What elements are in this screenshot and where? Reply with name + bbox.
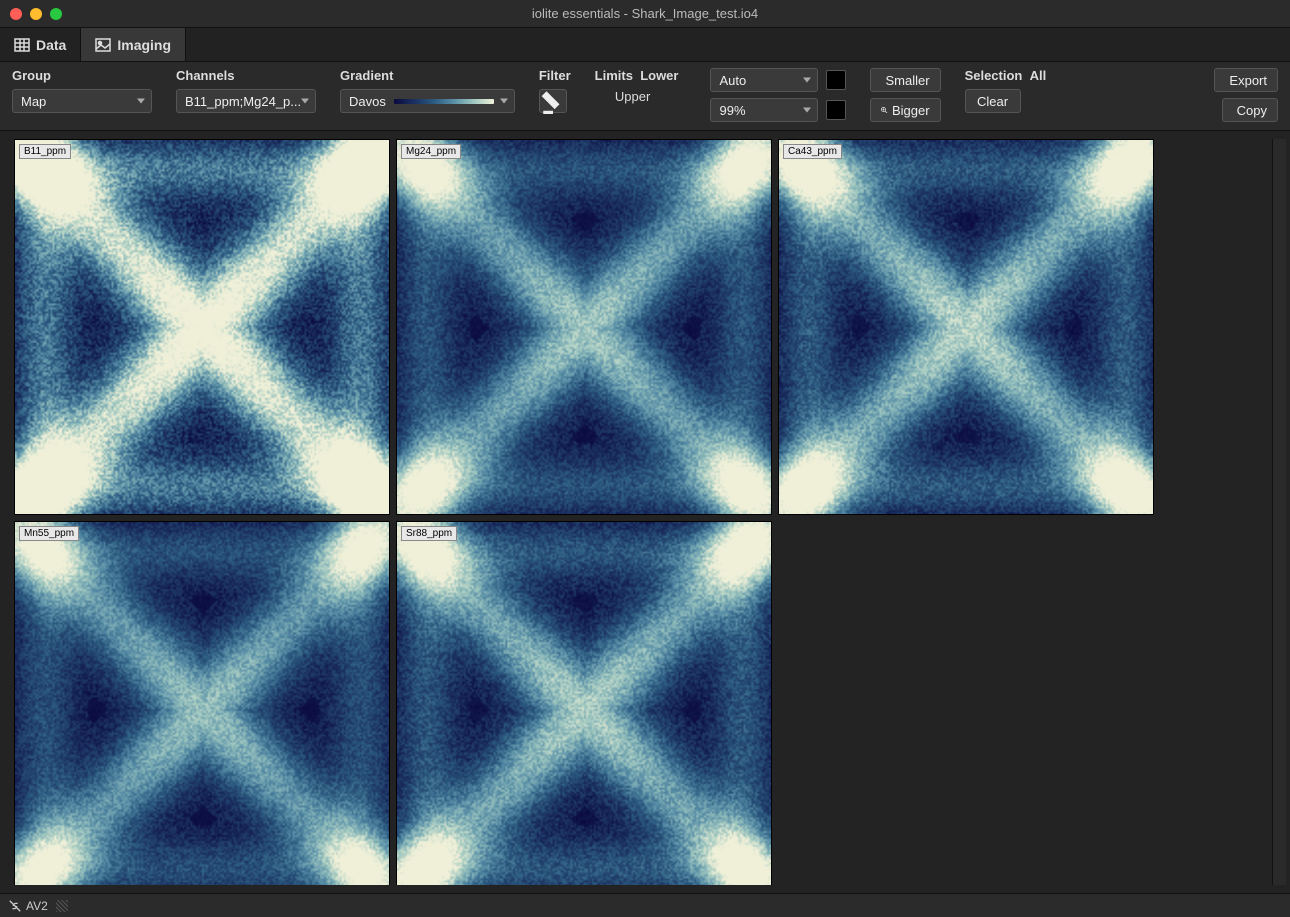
upper-swatch[interactable] xyxy=(826,100,846,120)
channels-select[interactable]: B11_ppm;Mg24_p... xyxy=(176,89,316,113)
element-map xyxy=(397,522,771,885)
group-label: Group xyxy=(12,68,152,83)
tab-imaging[interactable]: Imaging xyxy=(81,28,186,61)
tab-data[interactable]: Data xyxy=(0,28,81,61)
clear-button[interactable]: Clear xyxy=(965,89,1021,113)
panel-label: B11_ppm xyxy=(19,144,71,159)
zoom-in-icon xyxy=(881,107,888,114)
export-label: Export xyxy=(1229,73,1267,88)
filter-button[interactable] xyxy=(539,89,567,113)
image-icon xyxy=(95,37,111,53)
upper-select[interactable]: 99% xyxy=(710,98,818,122)
filter-col: Filter xyxy=(539,68,571,113)
limits-label: Limits Lower xyxy=(595,68,679,83)
image-panel[interactable]: B11_ppm xyxy=(14,139,390,515)
titlebar: iolite essentials - Shark_Image_test.io4 xyxy=(0,0,1290,28)
image-grid: B11_ppm Mg24_ppm Ca43_ppm Mn55_ppm Sr88_ppm xyxy=(14,139,1272,885)
lower-value: Auto xyxy=(719,73,746,88)
main-area: B11_ppm Mg24_ppm Ca43_ppm Mn55_ppm Sr88_ppm xyxy=(0,131,1290,893)
fullscreen-window[interactable] xyxy=(50,8,62,20)
panel-label: Sr88_ppm xyxy=(401,526,457,541)
element-map xyxy=(779,140,1153,514)
status-bar: AV2 xyxy=(0,893,1290,917)
gradient-preview xyxy=(394,99,494,104)
image-panel[interactable]: Mg24_ppm xyxy=(396,139,772,515)
panel-label: Mn55_ppm xyxy=(19,526,79,541)
clear-label: Clear xyxy=(977,94,1008,109)
channels-col: Channels B11_ppm;Mg24_p... xyxy=(176,68,316,113)
panel-label: Ca43_ppm xyxy=(783,144,842,159)
image-panel[interactable]: Mn55_ppm xyxy=(14,521,390,885)
gradient-col: Gradient Davos xyxy=(340,68,515,113)
paint-icon xyxy=(540,88,566,114)
selection-label: Selection All xyxy=(965,68,1047,83)
window-title: iolite essentials - Shark_Image_test.io4 xyxy=(532,6,758,21)
profile-label: AV2 xyxy=(26,899,48,913)
image-panel[interactable]: Ca43_ppm xyxy=(778,139,1154,515)
upper-label: Upper xyxy=(595,89,651,104)
limits-values-col: Auto 99% xyxy=(710,68,846,122)
gradient-select[interactable]: Davos xyxy=(340,89,515,113)
element-map xyxy=(15,140,389,514)
group-value: Map xyxy=(21,94,46,109)
element-map xyxy=(15,522,389,885)
tab-bar: Data Imaging xyxy=(0,28,1290,62)
lower-select[interactable]: Auto xyxy=(710,68,818,92)
filter-label: Filter xyxy=(539,68,571,83)
vertical-scrollbar[interactable] xyxy=(1272,139,1286,885)
close-window[interactable] xyxy=(10,8,22,20)
gradient-value: Davos xyxy=(349,94,386,109)
lower-swatch[interactable] xyxy=(826,70,846,90)
drag-handle-icon[interactable] xyxy=(56,900,68,912)
gradient-label: Gradient xyxy=(340,68,515,83)
grid-icon xyxy=(14,37,30,53)
bigger-label: Bigger xyxy=(892,103,930,118)
window-controls xyxy=(10,8,62,20)
export-button[interactable]: Export xyxy=(1214,68,1278,92)
copy-label: Copy xyxy=(1237,103,1267,118)
toolbar: Group Map Channels B11_ppm;Mg24_p... Gra… xyxy=(0,62,1290,131)
element-map xyxy=(397,140,771,514)
group-select[interactable]: Map xyxy=(12,89,152,113)
smaller-button[interactable]: Smaller xyxy=(870,68,940,92)
upper-value: 99% xyxy=(719,103,745,118)
panel-label: Mg24_ppm xyxy=(401,144,461,159)
minimize-window[interactable] xyxy=(30,8,42,20)
limits-col: Limits Lower Upper xyxy=(595,68,687,104)
tab-data-label: Data xyxy=(36,37,66,53)
copy-button[interactable]: Copy xyxy=(1222,98,1278,122)
selection-col: Selection All Clear xyxy=(965,68,1047,113)
bigger-button[interactable]: Bigger xyxy=(870,98,940,122)
image-panel[interactable]: Sr88_ppm xyxy=(396,521,772,885)
tab-imaging-label: Imaging xyxy=(117,37,171,53)
group-col: Group Map xyxy=(12,68,152,113)
smaller-label: Smaller xyxy=(885,73,929,88)
right-actions: Export Copy xyxy=(1214,68,1278,122)
link-off-icon xyxy=(8,899,22,913)
channels-label: Channels xyxy=(176,68,316,83)
zoom-col: Smaller Bigger xyxy=(870,68,940,122)
channels-value: B11_ppm;Mg24_p... xyxy=(185,94,301,109)
